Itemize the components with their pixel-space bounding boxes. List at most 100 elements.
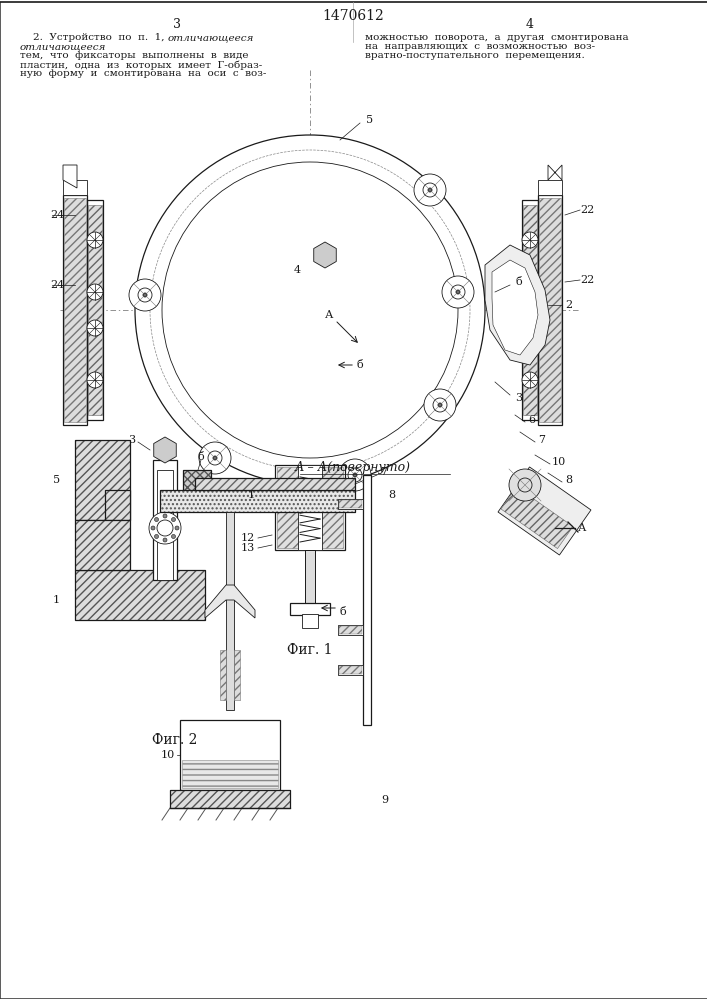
Polygon shape (63, 180, 87, 195)
Circle shape (353, 473, 357, 477)
Bar (339, 500, 362, 508)
Text: 1: 1 (53, 595, 60, 605)
Bar (105, 490, 130, 520)
Circle shape (143, 293, 147, 297)
Bar (160, 490, 355, 512)
Bar (523, 205, 537, 415)
Circle shape (163, 538, 167, 542)
Bar (75, 520, 130, 570)
Bar (363, 475, 371, 725)
Text: 7: 7 (538, 435, 545, 445)
Circle shape (87, 320, 103, 336)
Text: А: А (325, 310, 334, 320)
Bar (64, 198, 86, 422)
Bar (183, 470, 211, 492)
Text: отличающееся: отличающееся (168, 33, 255, 42)
Text: 4: 4 (293, 265, 300, 275)
Text: 3: 3 (173, 18, 181, 31)
Circle shape (456, 290, 460, 294)
Bar (220, 650, 226, 700)
Text: 4: 4 (526, 18, 534, 31)
Circle shape (522, 320, 538, 336)
Bar (75, 570, 205, 620)
Text: 2: 2 (565, 300, 572, 310)
Circle shape (442, 276, 474, 308)
Circle shape (339, 459, 371, 491)
Text: 2.  Устройство  по  п.  1,: 2. Устройство по п. 1, (20, 33, 171, 42)
Text: 7: 7 (380, 467, 387, 477)
Polygon shape (314, 242, 337, 268)
Polygon shape (485, 245, 550, 365)
Circle shape (438, 403, 442, 407)
Circle shape (414, 174, 446, 206)
Circle shape (149, 512, 181, 544)
Circle shape (87, 232, 103, 248)
Polygon shape (538, 195, 562, 425)
Text: 22: 22 (580, 275, 595, 285)
Polygon shape (538, 180, 562, 195)
Bar (183, 470, 211, 492)
Polygon shape (492, 260, 538, 355)
Circle shape (87, 372, 103, 388)
Circle shape (424, 389, 456, 421)
Text: А – А(повернуто): А – А(повернуто) (295, 462, 411, 475)
Text: 9: 9 (381, 795, 388, 805)
Text: б: б (356, 360, 363, 370)
Text: пластин,  одна  из  которых  имеет  Г-образ-: пластин, одна из которых имеет Г-образ- (20, 60, 262, 70)
Bar (75, 440, 130, 520)
Text: 8: 8 (388, 490, 395, 500)
Text: на  направляющих  с  возможностью  воз-: на направляющих с возможностью воз- (365, 42, 595, 51)
Text: отличающееся: отличающееся (20, 42, 106, 51)
Bar (339, 626, 362, 634)
Circle shape (129, 279, 161, 311)
Bar (305, 550, 315, 605)
Text: 6: 6 (528, 415, 535, 425)
Circle shape (155, 518, 158, 522)
Circle shape (172, 518, 175, 522)
Bar (338, 499, 363, 509)
Text: б: б (340, 607, 346, 617)
Bar (298, 465, 322, 550)
Text: 5: 5 (53, 475, 60, 485)
Bar (302, 614, 318, 628)
Bar (501, 487, 573, 549)
Polygon shape (63, 195, 87, 425)
Text: 1: 1 (248, 490, 255, 500)
Bar (498, 467, 591, 555)
Circle shape (151, 526, 155, 530)
Circle shape (522, 284, 538, 300)
Bar (339, 666, 362, 674)
Bar (75, 570, 205, 620)
Text: 12: 12 (241, 533, 255, 543)
Polygon shape (548, 165, 562, 180)
Bar (75, 520, 130, 570)
Circle shape (172, 534, 175, 538)
Polygon shape (153, 437, 176, 463)
Text: А: А (578, 523, 586, 533)
Text: 10: 10 (552, 457, 566, 467)
Text: 1470612: 1470612 (322, 9, 384, 23)
Text: Фиг. 1: Фиг. 1 (287, 643, 333, 657)
Text: 3: 3 (128, 435, 135, 445)
Circle shape (522, 232, 538, 248)
Bar (157, 470, 173, 580)
Text: 24: 24 (50, 210, 64, 220)
Polygon shape (522, 200, 538, 420)
Text: 5: 5 (366, 115, 373, 125)
Bar (539, 198, 561, 422)
Bar (338, 665, 363, 675)
Text: 22: 22 (580, 205, 595, 215)
Circle shape (428, 188, 432, 192)
Circle shape (87, 284, 103, 300)
Text: вратно-поступательного  перемещения.: вратно-поступательного перемещения. (365, 51, 585, 60)
Circle shape (522, 372, 538, 388)
Bar (305, 550, 315, 605)
Circle shape (135, 135, 485, 485)
Bar (170, 790, 290, 808)
Bar (170, 790, 290, 808)
Bar (234, 650, 240, 700)
Polygon shape (205, 585, 255, 618)
Circle shape (155, 534, 158, 538)
Bar (160, 490, 355, 512)
Polygon shape (63, 165, 77, 188)
